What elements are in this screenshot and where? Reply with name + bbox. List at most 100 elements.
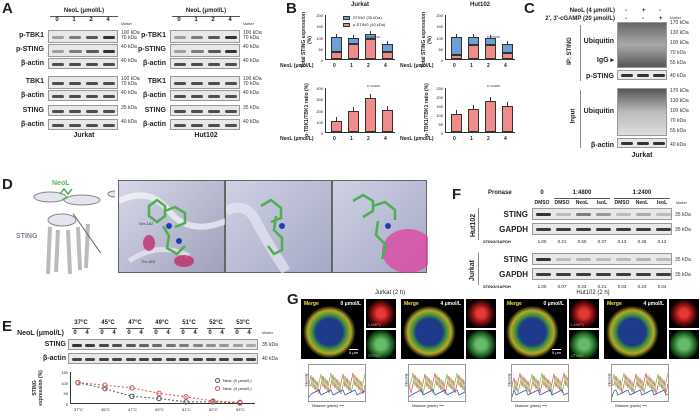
protein-band [165,358,176,361]
western-blot-strip [48,76,118,89]
chart-axes [325,15,395,60]
pronase-group-label: 1:4800 [572,190,592,196]
protein-band [139,344,149,347]
dose-label: 0 [100,330,104,336]
y-tick-label: 250 [436,86,443,91]
protein-band [112,344,123,347]
protein-band [191,35,203,39]
treatment-header: NeoL (μmol/L) [63,8,105,14]
protein-band [103,94,115,98]
protein-band [556,258,571,261]
ratio-value: 0.03 [617,284,627,289]
bar [468,108,479,132]
x-axis-label: NeoL (μmol/L) [400,136,434,142]
y-tick-label: 0 [65,402,68,407]
protein-band [152,358,163,361]
header-underline [153,328,171,329]
group-underline [614,198,670,199]
western-blot-strip [68,353,258,364]
ratio-value: 0.50 [577,239,587,244]
marker-size: 35 kDa [243,105,259,111]
protein-band [98,344,109,347]
profile-y-label: Intensity [607,373,612,387]
protein-band [174,109,186,113]
dose-label: 4 [228,17,232,23]
protein-band [174,81,186,85]
protein-band [191,81,203,85]
row-label: TBK1 [147,78,166,85]
pronase-group-label: 0 [540,190,544,196]
y-tick-label: 200 [436,95,443,100]
protein-band [208,62,220,66]
chart-axes [445,88,515,133]
temperature-label: 45°C [101,320,115,326]
western-blot-strip [48,58,118,69]
x-tick-label: 45°C [101,407,110,412]
western-blot-strip [48,119,118,130]
bar [382,109,393,132]
y-tick-label: 0 [320,131,323,136]
protein-band [103,81,115,85]
row-label: β-actin [143,60,166,67]
protein-band [246,344,257,347]
group-title: Jurkat (2 h) [374,290,406,296]
protein-band [596,258,611,261]
merge-label: Merge [404,301,419,307]
x-tick-label: 51°C [182,407,191,412]
x-tick-label: 1 [470,136,473,142]
y-tick-label: 400 [316,86,323,91]
protein-band [165,344,176,347]
protein-band [103,109,115,113]
panel-f-label: F [452,186,462,203]
ratio-value: 0.23 [577,284,587,289]
x-tick-label: 0 [333,63,336,69]
p-value-annotation: P<0.0020 [487,35,500,40]
x-tick-label: 2 [487,136,490,142]
y-tick-label: 100 [61,380,68,386]
protein-band [219,344,230,347]
protein-band [174,62,186,66]
y-tick-label: 150 [61,370,68,375]
marker-header: Marker [262,331,273,335]
merge-label: Merge [607,301,622,307]
temperature-label: 37°C [74,320,88,326]
sting-protein-label: STING [16,233,38,240]
marker-header: Marker [121,22,132,26]
error-bar [387,41,388,45]
ip-label: IP: STING [566,37,573,65]
row-label: GAPDH [499,270,528,279]
protein-band [637,142,649,145]
protein-band [219,358,230,361]
temperature-label: 47°C [128,320,142,326]
bar [348,110,359,132]
y-tick-label: 300 [316,97,323,103]
row-label-ubiquitin-input: Ubiquitin [583,108,614,115]
condition-label: 2', 3'-cGAMP (20 μmol/L) [545,16,615,22]
sting-label: STING [571,353,584,358]
row-label: β-actin [21,121,44,128]
profile-x-label: Distance (pixels) ⟶ [615,404,647,408]
protein-band [174,49,186,53]
marker-size: 100 kDa [121,76,140,82]
protein-band [206,344,216,347]
y-tick-label: 100 [436,35,443,41]
residue-label-thr263: Thr-263 [141,259,156,264]
protein-band [152,344,163,347]
bar [485,101,496,132]
y-tick-label: 0 [440,131,443,136]
protein-band [103,62,115,66]
lane-label: NeoL [635,200,649,206]
protein-band [72,358,82,361]
row-label: p-TBK1 [19,32,44,39]
marker-header: Marker [676,201,687,205]
chart-axes [445,15,515,60]
error-bar [370,94,371,99]
protein-band [191,62,203,66]
y-axis-label: p-TBK1/TBK1 ratio (%) [424,82,430,137]
dose-label: 0 [177,17,181,23]
p-value-annotation: P<0.0010 [367,84,380,88]
row-label: β-actin [21,92,44,99]
protein-band [636,273,651,276]
marker-size: 70 kDa [670,118,686,124]
marker-size: 40 kDa [670,142,686,148]
